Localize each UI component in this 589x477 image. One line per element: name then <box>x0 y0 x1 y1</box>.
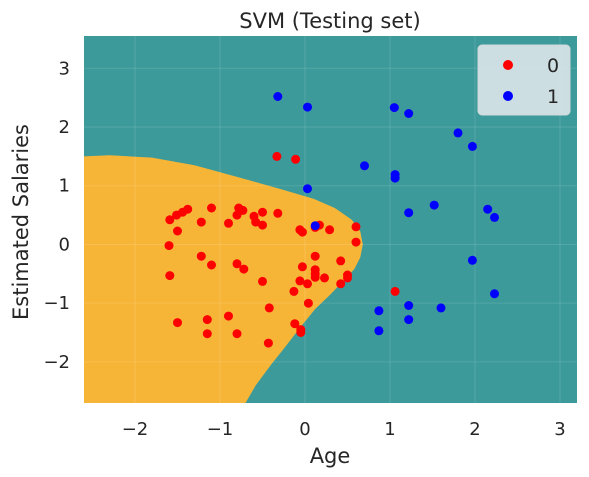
data-point-class-0 <box>207 260 216 270</box>
data-point-class-1 <box>404 301 414 310</box>
y-tick-label: 3 <box>59 58 70 79</box>
data-point-class-0 <box>173 226 182 236</box>
data-point-class-1 <box>467 141 477 151</box>
y-axis-label: Estimated Salaries <box>9 124 33 320</box>
data-point-class-0 <box>289 286 299 296</box>
data-point-class-0 <box>202 315 212 325</box>
data-point-class-0 <box>343 273 352 283</box>
data-point-class-1 <box>490 212 499 222</box>
x-tick-label: 0 <box>299 419 310 440</box>
legend-label-0: 0 <box>547 55 559 77</box>
data-point-class-0 <box>297 262 307 272</box>
data-point-class-0 <box>164 241 174 251</box>
y-tick-label: 1 <box>59 176 70 197</box>
data-point-class-0 <box>310 272 320 282</box>
data-point-class-1 <box>404 208 414 218</box>
data-point-class-1 <box>374 306 384 316</box>
data-point-class-0 <box>173 318 182 328</box>
data-point-class-1 <box>404 315 414 325</box>
data-point-class-0 <box>258 207 267 217</box>
data-point-class-0 <box>336 279 346 289</box>
data-point-class-0 <box>202 329 212 339</box>
series-1-points <box>273 92 499 336</box>
data-point-class-0 <box>238 205 248 215</box>
series-0-points <box>164 151 400 348</box>
data-point-class-0 <box>165 271 175 281</box>
data-point-class-1 <box>490 289 499 299</box>
data-point-class-0 <box>310 251 320 261</box>
x-axis-ticks: −2 −1 0 1 2 3 <box>122 419 566 440</box>
data-point-class-0 <box>251 217 261 227</box>
data-point-class-1 <box>404 109 414 118</box>
data-point-class-1 <box>374 326 384 336</box>
data-point-class-0 <box>336 256 346 266</box>
data-point-class-1 <box>390 173 400 183</box>
y-axis-ticks: −2 −1 0 1 2 3 <box>43 58 70 373</box>
data-point-class-0 <box>296 328 306 337</box>
data-point-class-1 <box>389 103 399 113</box>
data-point-class-0 <box>207 203 216 213</box>
y-tick-label: 0 <box>59 234 70 255</box>
data-point-class-0 <box>320 273 329 283</box>
legend-box <box>477 44 571 116</box>
data-point-class-0 <box>303 279 312 289</box>
x-tick-label: 2 <box>469 419 480 440</box>
data-point-class-0 <box>258 220 267 230</box>
data-point-class-0 <box>351 237 361 247</box>
y-tick-label: 2 <box>59 117 70 138</box>
class-0-region <box>84 155 363 403</box>
data-point-class-0 <box>183 204 193 214</box>
data-point-class-1 <box>360 161 369 171</box>
x-axis-label: Age <box>310 444 351 468</box>
x-tick-label: 3 <box>554 419 565 440</box>
data-point-class-0 <box>303 298 313 308</box>
data-point-class-1 <box>453 128 463 138</box>
data-point-class-0 <box>224 218 233 228</box>
legend-marker-1 <box>503 91 513 101</box>
x-tick-label: 1 <box>384 419 395 440</box>
data-point-class-1 <box>273 92 283 101</box>
data-point-class-0 <box>258 276 267 286</box>
data-point-class-1 <box>303 184 312 194</box>
data-point-class-0 <box>297 227 307 237</box>
data-point-class-0 <box>224 311 233 321</box>
data-point-class-0 <box>165 215 175 225</box>
data-point-class-0 <box>264 303 274 313</box>
data-point-class-0 <box>325 225 335 235</box>
chart-title: SVM (Testing set) <box>239 9 420 33</box>
y-tick-label: −2 <box>43 352 70 373</box>
data-point-class-1 <box>467 255 477 265</box>
data-point-class-0 <box>390 286 400 296</box>
legend-marker-0 <box>503 60 513 70</box>
data-point-class-0 <box>239 264 249 274</box>
data-point-class-1 <box>429 200 439 210</box>
data-point-class-1 <box>436 303 446 313</box>
data-point-class-0 <box>232 259 242 269</box>
data-point-class-1 <box>310 221 320 231</box>
data-point-class-0 <box>263 338 273 348</box>
legend-label-1: 1 <box>547 86 559 108</box>
data-point-class-0 <box>273 208 283 218</box>
x-tick-label: −2 <box>122 419 149 440</box>
data-point-class-0 <box>232 329 242 339</box>
data-point-class-0 <box>295 276 305 286</box>
data-point-class-0 <box>291 154 301 164</box>
x-tick-label: −1 <box>207 419 234 440</box>
legend: 0 1 <box>477 44 571 116</box>
data-point-class-1 <box>483 204 493 214</box>
data-point-class-0 <box>272 151 282 161</box>
y-tick-label: −1 <box>43 293 70 314</box>
data-point-class-0 <box>196 217 206 227</box>
data-point-class-1 <box>303 102 312 112</box>
data-point-class-0 <box>290 319 300 329</box>
data-point-class-0 <box>196 251 206 261</box>
data-point-class-0 <box>351 222 361 232</box>
